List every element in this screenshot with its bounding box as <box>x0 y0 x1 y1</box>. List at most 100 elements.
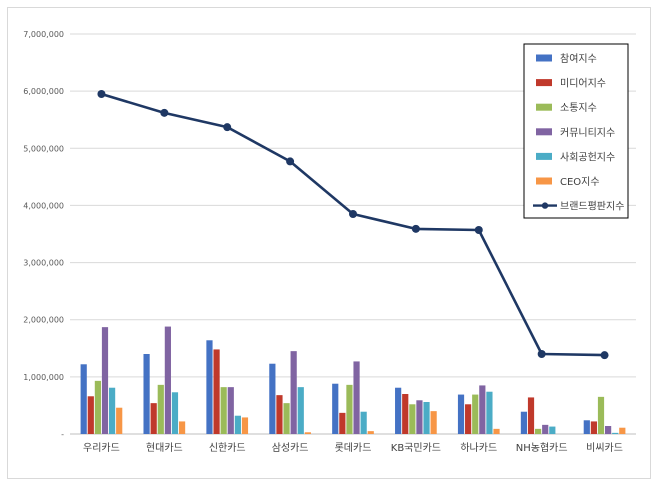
bar-6-6 <box>430 411 437 434</box>
y-tick-label: 4,000,000 <box>23 201 64 210</box>
bar-1-7 <box>457 394 465 434</box>
bar-3-6 <box>409 404 416 434</box>
bar-1-6 <box>395 387 402 434</box>
bar-5-9 <box>612 432 619 434</box>
bar-2-4 <box>276 395 283 434</box>
x-tick-label: 우리카드 <box>83 442 120 454</box>
bar-5-5 <box>360 411 367 434</box>
x-axis-labels: 우리카드 현대카드 신한카드 삼성카드 롯데카드 KB국민카드 하나카드 NH농협카드 비씨카드 <box>83 441 623 454</box>
bar-5-2 <box>171 392 179 434</box>
brand-index-point-8 <box>537 350 546 358</box>
brand-index-point-6 <box>411 224 420 233</box>
legend-swatch-3 <box>536 103 552 111</box>
legend-swatch-2 <box>536 79 552 87</box>
brand-index-point-3 <box>223 123 232 132</box>
bar-1-9 <box>583 420 590 434</box>
bar-4-3 <box>227 387 234 434</box>
bar-1-5 <box>332 383 339 434</box>
legend-label-4: 커뮤니티지수 <box>560 127 615 139</box>
bar-3-8 <box>535 428 542 434</box>
bar-1-8 <box>520 411 528 434</box>
y-tick-label: 7,000,000 <box>23 30 64 39</box>
legend-label-1: 참여지수 <box>560 53 597 65</box>
x-tick-label: 비씨카드 <box>586 442 623 454</box>
bar-2-1 <box>87 396 94 434</box>
legend-swatch-6 <box>536 177 552 185</box>
y-tick-label: 3,000,000 <box>23 259 64 268</box>
brand-index-point-7 <box>474 226 483 234</box>
bar-3-5 <box>346 384 353 434</box>
bar-5-7 <box>486 391 493 434</box>
brand-index-point-5 <box>349 210 357 218</box>
bar-2-3 <box>213 349 220 434</box>
bars <box>80 326 626 434</box>
brand-index-point-4 <box>286 157 295 166</box>
legend-swatch-4 <box>536 128 552 136</box>
bar-5-6 <box>423 402 430 434</box>
bar-6-4 <box>304 432 311 434</box>
bar-5-8 <box>549 426 556 434</box>
y-tick-label: 5,000,000 <box>23 144 64 153</box>
x-tick-label: 삼성카드 <box>272 442 309 454</box>
x-tick-label: 롯데카드 <box>335 442 372 454</box>
x-tick-label: 하나카드 <box>460 441 497 454</box>
bar-2-2 <box>150 403 157 434</box>
bar-1-1 <box>80 364 87 434</box>
bar-6-3 <box>241 417 249 434</box>
y-tick-label: 2,000,000 <box>23 316 64 325</box>
legend-swatch-5 <box>536 152 552 160</box>
bar-2-9 <box>590 421 598 434</box>
bar-6-5 <box>367 431 374 434</box>
bar-4-1 <box>101 327 109 434</box>
y-tick-label: 1,000,000 <box>23 373 64 382</box>
bar-3-1 <box>94 380 101 434</box>
legend-label-2: 미디어지수 <box>560 78 606 90</box>
legend-label-7: 브랜드평판지수 <box>560 201 624 213</box>
y-axis-ticks: - 1,000,000 2,000,000 3,000,000 4,000,000 5,0… <box>23 30 64 439</box>
bar-5-4 <box>297 387 304 434</box>
bar-2-5 <box>339 412 346 434</box>
brand-index-point-1 <box>97 90 106 98</box>
bar-6-7 <box>493 428 500 434</box>
bar-1-4 <box>269 363 276 434</box>
bar-6-1 <box>116 407 123 434</box>
bar-5-1 <box>108 387 116 434</box>
bar-2-7 <box>465 404 472 434</box>
y-tick-label: 6,000,000 <box>23 87 64 96</box>
bar-4-8 <box>542 424 549 434</box>
bar-3-7 <box>472 394 479 434</box>
bar-4-6 <box>416 400 423 434</box>
bar-4-9 <box>605 426 612 434</box>
chart-frame: - 1,000,000 2,000,000 3,000,000 4,000,000 5,0… <box>7 7 651 479</box>
brand-index-point-9 <box>600 351 609 360</box>
legend-swatch-1 <box>536 54 552 62</box>
bar-4-5 <box>353 361 360 434</box>
legend-label-6: CEO지수 <box>560 176 600 188</box>
bar-5-3 <box>234 415 241 434</box>
brand-reputation-chart: - 1,000,000 2,000,000 3,000,000 4,000,000 5,0… <box>23 30 636 454</box>
bar-3-2 <box>157 384 164 434</box>
brand-index-point-2 <box>160 108 169 117</box>
x-tick-label: 신한카드 <box>209 442 246 454</box>
x-tick-label: 현대카드 <box>146 442 183 454</box>
bar-4-7 <box>479 385 486 434</box>
bar-1-2 <box>143 354 150 434</box>
bar-3-3 <box>220 387 227 434</box>
legend-label-5: 사회공헌지수 <box>560 151 615 163</box>
legend-label-3: 소통지수 <box>560 102 597 114</box>
bar-2-6 <box>402 394 409 434</box>
bar-4-4 <box>290 351 297 434</box>
bar-6-2 <box>178 421 186 434</box>
x-tick-label: KB국민카드 <box>391 442 441 454</box>
bar-6-9 <box>619 427 626 434</box>
bar-1-3 <box>206 340 213 434</box>
legend-swatch-marker <box>541 202 549 209</box>
bar-3-4 <box>283 403 290 434</box>
gridlines <box>70 33 636 435</box>
bar-4-2 <box>164 326 171 434</box>
x-tick-label: NH농협카드 <box>516 441 568 454</box>
bar-2-8 <box>527 397 535 434</box>
bar-3-9 <box>597 396 605 434</box>
y-tick-label: - <box>61 430 64 439</box>
brand-index-line <box>97 90 609 360</box>
